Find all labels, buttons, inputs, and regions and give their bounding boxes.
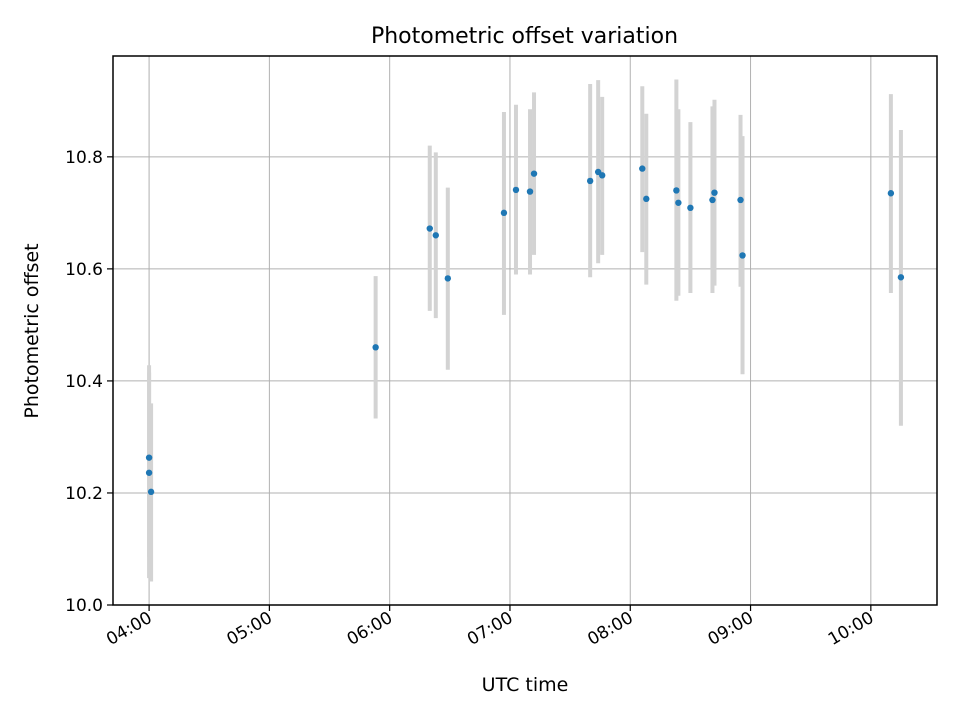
data-point [687,204,694,212]
data-point [739,252,746,259]
data-point [675,199,682,206]
data-point [145,469,153,476]
data-point [586,177,594,185]
data-point [526,188,534,195]
data-point [372,344,379,351]
data-point [639,165,646,172]
data-point [512,186,520,194]
data-point [643,195,650,203]
chart-title: Photometric offset variation [371,24,678,49]
data-point [673,187,680,194]
plot-frame [112,55,938,606]
y-tick-label: 10.2 [65,484,103,504]
y-axis-label: Photometric offset [21,243,43,418]
data-point [737,196,744,204]
data-point [887,190,895,197]
data-point [444,275,452,282]
data-point [709,196,716,204]
y-axis: 10.0 10.2 10.4 10.6 10.8 [65,148,113,616]
data-points [145,165,905,496]
x-axis-label: UTC time [482,674,569,696]
y-tick-label: 10.0 [65,596,103,616]
data-point [711,189,718,196]
y-tick-label: 10.8 [65,148,103,168]
data-point [897,274,905,281]
data-point [598,172,606,179]
y-tick-label: 10.6 [65,260,103,280]
data-point [145,454,153,461]
data-point [530,170,538,177]
data-point [500,209,508,217]
data-point [426,225,433,232]
y-tick-label: 10.4 [65,372,103,392]
data-point [432,232,439,239]
data-point [147,488,155,496]
